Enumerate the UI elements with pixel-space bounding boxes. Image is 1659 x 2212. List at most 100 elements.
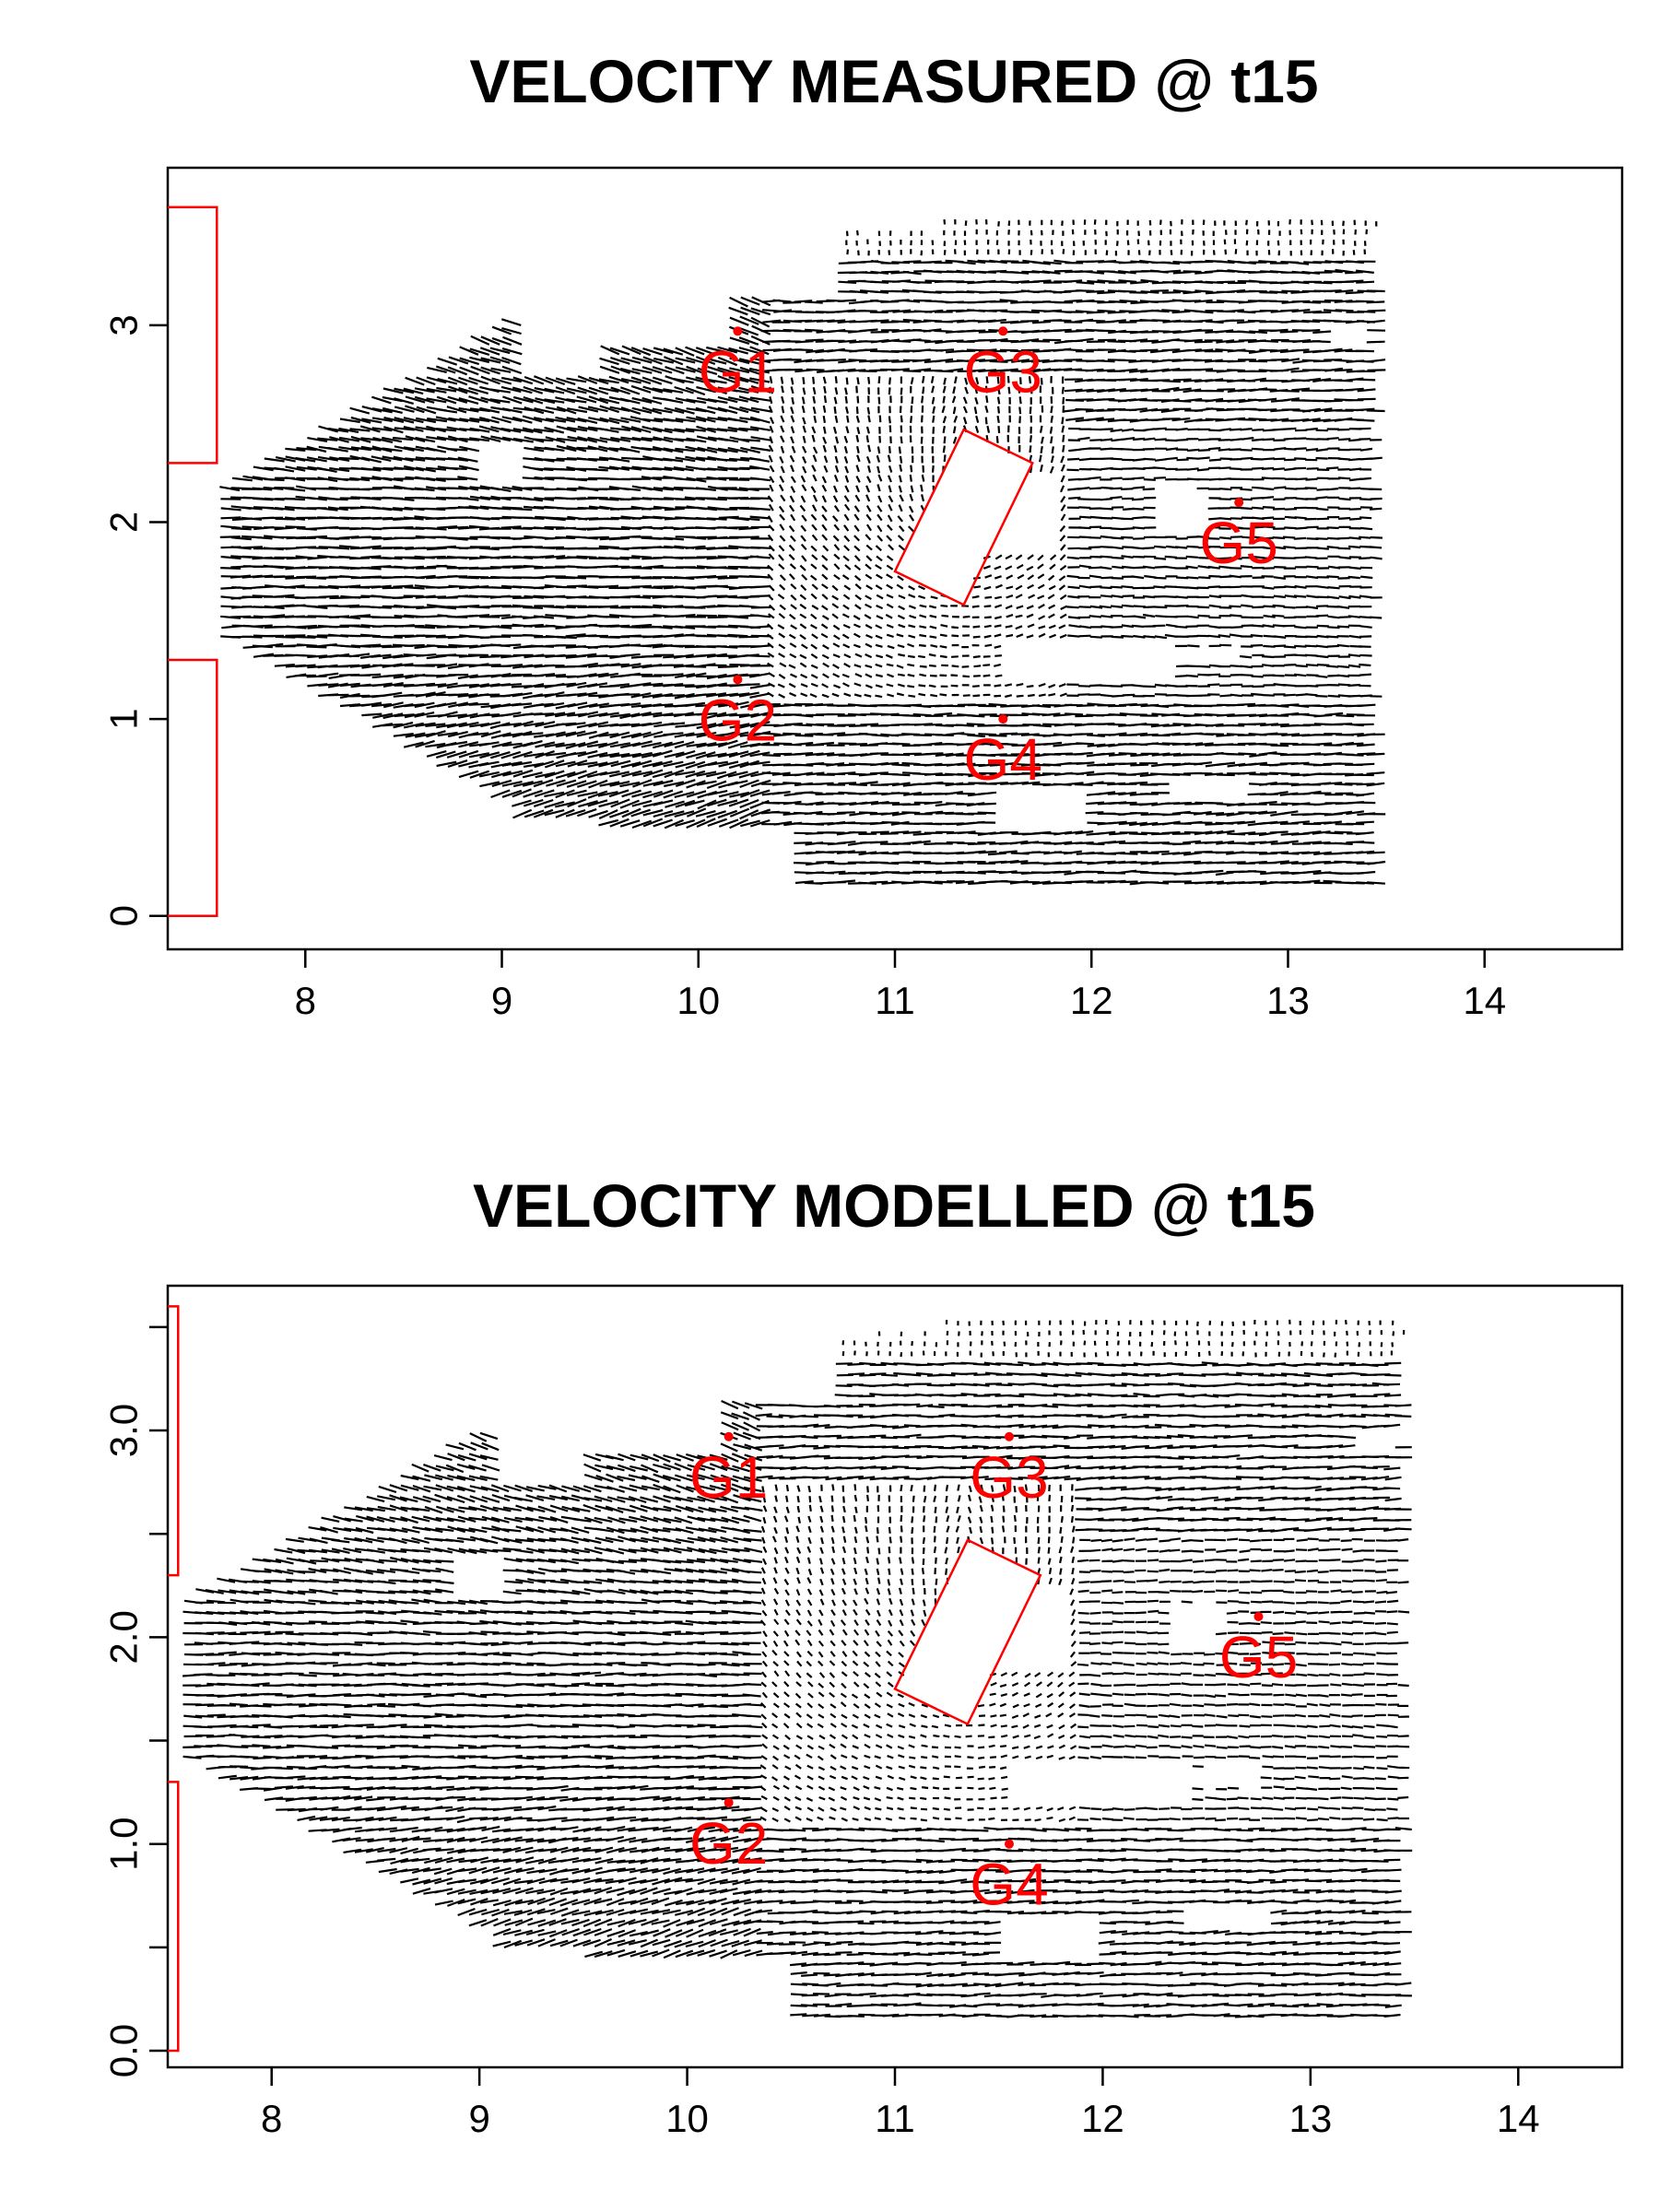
- velocity-vector: [1061, 417, 1065, 425]
- velocity-vector: [779, 524, 785, 531]
- velocity-vector: [822, 673, 830, 679]
- velocity-vector: [566, 692, 587, 697]
- velocity-vector: [1247, 870, 1266, 874]
- velocity-vector: [880, 359, 900, 363]
- velocity-vector: [229, 574, 252, 579]
- velocity-vector: [1059, 564, 1067, 571]
- velocity-vector: [1076, 742, 1095, 746]
- velocity-vector: [652, 445, 673, 453]
- velocity-vector: [1261, 477, 1275, 480]
- velocity-vector: [684, 799, 705, 807]
- velocity-vector: [457, 506, 479, 510]
- velocity-vector: [890, 830, 910, 834]
- velocity-vector: [502, 732, 524, 737]
- velocity-vector: [328, 427, 349, 433]
- velocity-vector: [1207, 507, 1220, 510]
- velocity-vector: [1269, 348, 1288, 353]
- velocity-vector: [393, 674, 414, 679]
- velocity-vector: [1160, 386, 1180, 392]
- velocity-vector: [1229, 574, 1241, 579]
- velocity-vector: [853, 513, 860, 522]
- velocity-vector: [1218, 517, 1232, 521]
- velocity-vector: [901, 803, 921, 806]
- velocity-vector: [729, 723, 750, 729]
- velocity-vector: [902, 714, 922, 717]
- velocity-vector: [1053, 841, 1073, 845]
- velocity-vector: [620, 761, 641, 769]
- velocity-vector: [630, 376, 652, 385]
- velocity-vector: [1261, 536, 1274, 540]
- velocity-vector: [802, 377, 806, 384]
- velocity-vector: [1100, 507, 1113, 511]
- velocity-vector: [739, 798, 759, 809]
- velocity-vector: [489, 751, 511, 759]
- velocity-vector: [577, 506, 598, 510]
- velocity-vector: [972, 655, 981, 659]
- velocity-vector: [578, 800, 598, 808]
- velocity-vector: [1009, 840, 1029, 845]
- velocity-vector: [620, 625, 641, 629]
- velocity-vector: [822, 416, 826, 423]
- velocity-vector: [491, 779, 512, 787]
- velocity-vector: [932, 426, 935, 434]
- velocity-vector: [544, 809, 565, 817]
- velocity-vector: [535, 741, 556, 748]
- velocity-vector: [501, 742, 523, 747]
- velocity-vector: [788, 504, 795, 512]
- velocity-vector: [942, 416, 947, 424]
- velocity-vector: [1164, 555, 1177, 559]
- velocity-vector: [750, 625, 771, 629]
- velocity-vector: [273, 575, 295, 579]
- velocity-vector: [1279, 810, 1299, 816]
- velocity-vector: [924, 870, 943, 874]
- velocity-vector: [664, 428, 685, 433]
- velocity-vector: [898, 623, 906, 629]
- velocity-vector: [844, 564, 852, 571]
- velocity-vector: [749, 594, 771, 598]
- velocity-vector: [641, 605, 663, 609]
- velocity-vector: [790, 624, 797, 630]
- velocity-vector: [641, 476, 662, 481]
- velocity-vector: [382, 387, 404, 394]
- velocity-vector: [653, 818, 673, 828]
- velocity-vector: [739, 366, 760, 375]
- velocity-vector: [1119, 368, 1138, 372]
- velocity-vector: [1053, 870, 1072, 874]
- velocity-vector: [1110, 585, 1123, 589]
- velocity-vector: [887, 644, 895, 650]
- velocity-vector: [728, 798, 749, 807]
- velocity-vector: [728, 750, 749, 759]
- velocity-vector: [598, 445, 618, 453]
- velocity-vector: [512, 485, 533, 491]
- velocity-vector: [641, 643, 664, 648]
- velocity-vector: [1006, 375, 1010, 383]
- velocity-vector: [923, 328, 942, 333]
- velocity-vector: [479, 406, 500, 414]
- velocity-vector: [1021, 771, 1041, 775]
- velocity-vector: [881, 821, 900, 824]
- velocity-vector: [393, 526, 414, 529]
- velocity-vector: [416, 606, 437, 610]
- velocity-vector: [674, 732, 695, 738]
- velocity-vector: [875, 694, 883, 699]
- velocity-vector: [855, 434, 860, 442]
- velocity-vector: [750, 384, 771, 394]
- velocity-vector: [1245, 240, 1249, 246]
- velocity-vector: [1186, 586, 1199, 590]
- velocity-vector: [686, 672, 707, 678]
- velocity-vector: [843, 524, 850, 532]
- velocity-vector: [501, 407, 523, 414]
- velocity-vector: [577, 386, 598, 395]
- velocity-vector: [1194, 289, 1214, 293]
- velocity-vector: [1182, 388, 1202, 394]
- velocity-vector: [318, 683, 339, 687]
- velocity-vector: [1142, 586, 1155, 590]
- velocity-vector: [870, 290, 889, 294]
- velocity-vector: [1172, 842, 1192, 846]
- velocity-vector: [794, 763, 814, 767]
- velocity-vector: [996, 376, 1000, 384]
- velocity-vector: [935, 752, 954, 757]
- velocity-vector: [489, 614, 511, 618]
- velocity-vector: [599, 437, 620, 442]
- velocity-vector: [426, 750, 447, 758]
